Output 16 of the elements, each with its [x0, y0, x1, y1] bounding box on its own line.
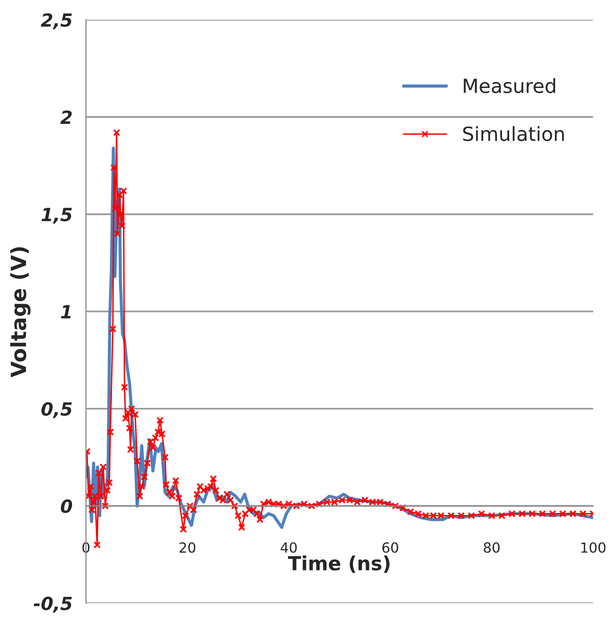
y-tick-label: -0,5 [34, 596, 72, 613]
y-tick-label: 2,5 [40, 13, 72, 30]
x-tick-label: 20 [180, 542, 196, 553]
x-tick-label: 100 [581, 542, 606, 553]
y-tick-label: 1 [60, 305, 71, 318]
y-tick-label: 2 [60, 110, 72, 124]
y-tick-label: 1,5 [42, 208, 72, 224]
legend-label: Measured [464, 78, 556, 94]
y-tick-label: 0 [60, 499, 72, 514]
x-tick-label: 80 [484, 542, 500, 553]
legend-label: Simulation [463, 126, 564, 142]
x-axis-title: Time (ns) [288, 555, 390, 573]
y-tick-label: 0,5 [41, 402, 72, 418]
x-tick-label: 40 [280, 542, 297, 553]
y-axis-title: Voltage (V) [10, 247, 31, 378]
x-tick-label: 60 [382, 542, 398, 553]
